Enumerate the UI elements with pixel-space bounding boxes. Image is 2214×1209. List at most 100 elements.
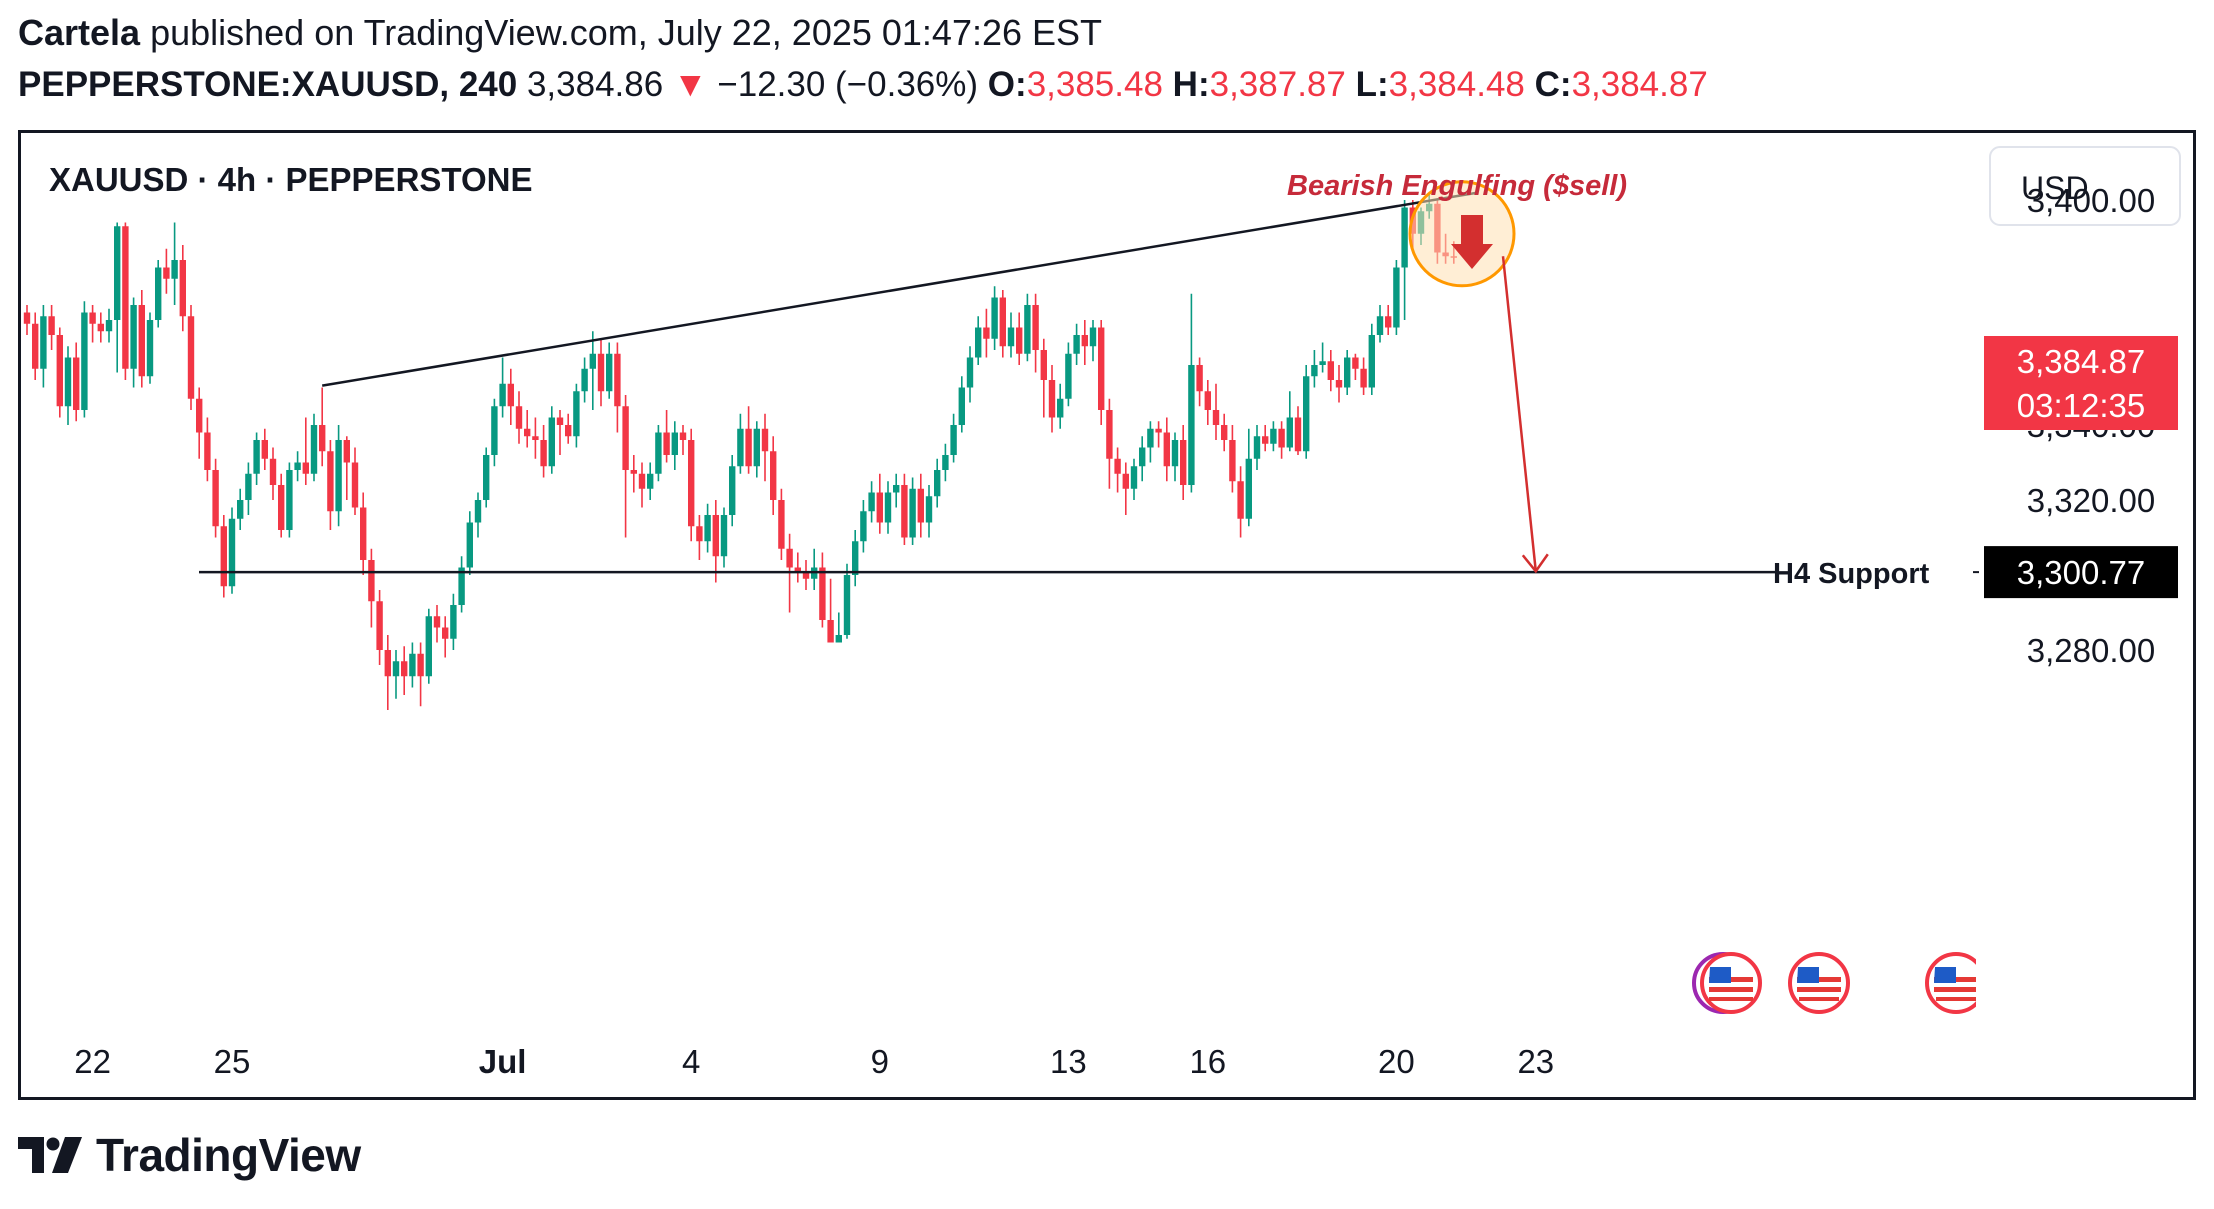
candle-body[interactable] (310, 425, 318, 474)
candle-body[interactable] (556, 417, 564, 426)
candle-body[interactable] (1303, 376, 1310, 452)
candle-body[interactable] (573, 391, 580, 437)
candle-body[interactable] (56, 335, 63, 407)
candle-body[interactable] (679, 432, 687, 441)
candle-body[interactable] (532, 436, 539, 440)
candle-body[interactable] (1352, 357, 1359, 369)
candle-body[interactable] (540, 440, 547, 467)
candle-body[interactable] (507, 383, 514, 407)
us-flag-icon[interactable] (1788, 952, 1850, 1014)
candle-body[interactable] (950, 425, 957, 455)
candle-body[interactable] (245, 473, 252, 500)
candle-body[interactable] (187, 316, 195, 399)
candle-body[interactable] (179, 260, 186, 317)
candle-body[interactable] (237, 500, 244, 519)
candle-body[interactable] (794, 567, 801, 572)
candle-body[interactable] (122, 226, 129, 369)
candle-body[interactable] (360, 507, 367, 561)
candle-body[interactable] (1286, 417, 1293, 448)
candle-body[interactable] (1270, 428, 1277, 444)
candle-body[interactable] (1130, 466, 1138, 489)
candle-body[interactable] (942, 455, 949, 470)
candle-body[interactable] (204, 432, 211, 471)
candle-body[interactable] (745, 428, 752, 467)
candle-body[interactable] (983, 327, 990, 339)
candle-body[interactable] (876, 492, 883, 523)
candle-body[interactable] (868, 492, 875, 512)
candle-body[interactable] (220, 526, 227, 587)
candle-body[interactable] (663, 432, 670, 456)
candle-body[interactable] (1171, 440, 1179, 467)
candle-body[interactable] (458, 567, 465, 606)
candle-body[interactable] (934, 470, 941, 497)
candle-body[interactable] (909, 488, 916, 538)
candle-body[interactable] (524, 428, 531, 437)
candle-body[interactable] (1376, 316, 1384, 335)
candle-body[interactable] (958, 387, 965, 426)
currency-button[interactable] (1989, 146, 2181, 226)
candle-body[interactable] (1065, 353, 1072, 399)
candle-body[interactable] (48, 316, 55, 335)
candle-body[interactable] (786, 548, 793, 568)
candle-body[interactable] (1163, 432, 1170, 467)
candle-body[interactable] (286, 470, 293, 530)
candle-body[interactable] (171, 260, 178, 279)
candle-body[interactable] (1114, 458, 1121, 474)
candle-body[interactable] (163, 267, 170, 279)
candle-body[interactable] (450, 605, 457, 639)
candle-body[interactable] (1180, 440, 1187, 485)
candle-body[interactable] (606, 353, 613, 392)
candle-body[interactable] (901, 485, 908, 538)
tradingview-logo[interactable]: TradingView (18, 1128, 361, 1182)
candle-body[interactable] (1262, 436, 1269, 444)
candle-body[interactable] (1212, 410, 1220, 425)
candle-body[interactable] (384, 650, 391, 677)
candle-body[interactable] (843, 575, 851, 635)
candle-body[interactable] (89, 312, 96, 324)
candle-body[interactable] (105, 320, 113, 332)
candle-body[interactable] (515, 406, 523, 429)
candle-body[interactable] (1393, 267, 1400, 328)
candle-body[interactable] (1221, 425, 1228, 440)
candle-body[interactable] (368, 560, 375, 602)
candle-body[interactable] (1024, 305, 1031, 354)
candle-body[interactable] (655, 432, 662, 474)
candle-body[interactable] (991, 297, 998, 339)
candle-body[interactable] (474, 500, 482, 523)
candle-body[interactable] (1319, 361, 1326, 365)
candle-body[interactable] (1098, 327, 1105, 411)
candle-body[interactable] (1385, 316, 1392, 328)
us-flag-icon[interactable] (1692, 952, 1762, 1014)
candle-body[interactable] (1360, 368, 1367, 388)
candle-body[interactable] (97, 323, 104, 332)
candle-body[interactable] (376, 601, 383, 650)
candle-body[interactable] (1237, 481, 1244, 519)
candle-body[interactable] (1016, 327, 1023, 354)
candle-body[interactable] (720, 515, 728, 557)
candle-body[interactable] (138, 305, 145, 377)
candle-body[interactable] (417, 653, 424, 677)
candle-body[interactable] (1040, 350, 1047, 380)
candle-body[interactable] (327, 451, 334, 512)
candle-body[interactable] (1368, 335, 1375, 388)
candle-body[interactable] (1122, 473, 1129, 489)
candle-body[interactable] (827, 620, 834, 643)
candle-body[interactable] (647, 473, 654, 489)
candle-body[interactable] (1327, 361, 1334, 380)
candle-body[interactable] (442, 627, 449, 639)
candle-body[interactable] (40, 316, 47, 369)
candle-body[interactable] (1073, 335, 1080, 354)
candle-body[interactable] (1188, 365, 1195, 485)
candle-body[interactable] (999, 297, 1006, 347)
candle-body[interactable] (212, 470, 219, 527)
candle-body[interactable] (483, 455, 490, 500)
candle-body[interactable] (614, 353, 621, 407)
candle-body[interactable] (975, 327, 982, 358)
candle-body[interactable] (696, 526, 703, 542)
candle-body[interactable] (638, 473, 646, 489)
candle-body[interactable] (294, 462, 301, 471)
candle-body[interactable] (860, 511, 867, 542)
candle-body[interactable] (565, 425, 572, 437)
candle-body[interactable] (1344, 357, 1351, 388)
candle-body[interactable] (1253, 436, 1261, 459)
